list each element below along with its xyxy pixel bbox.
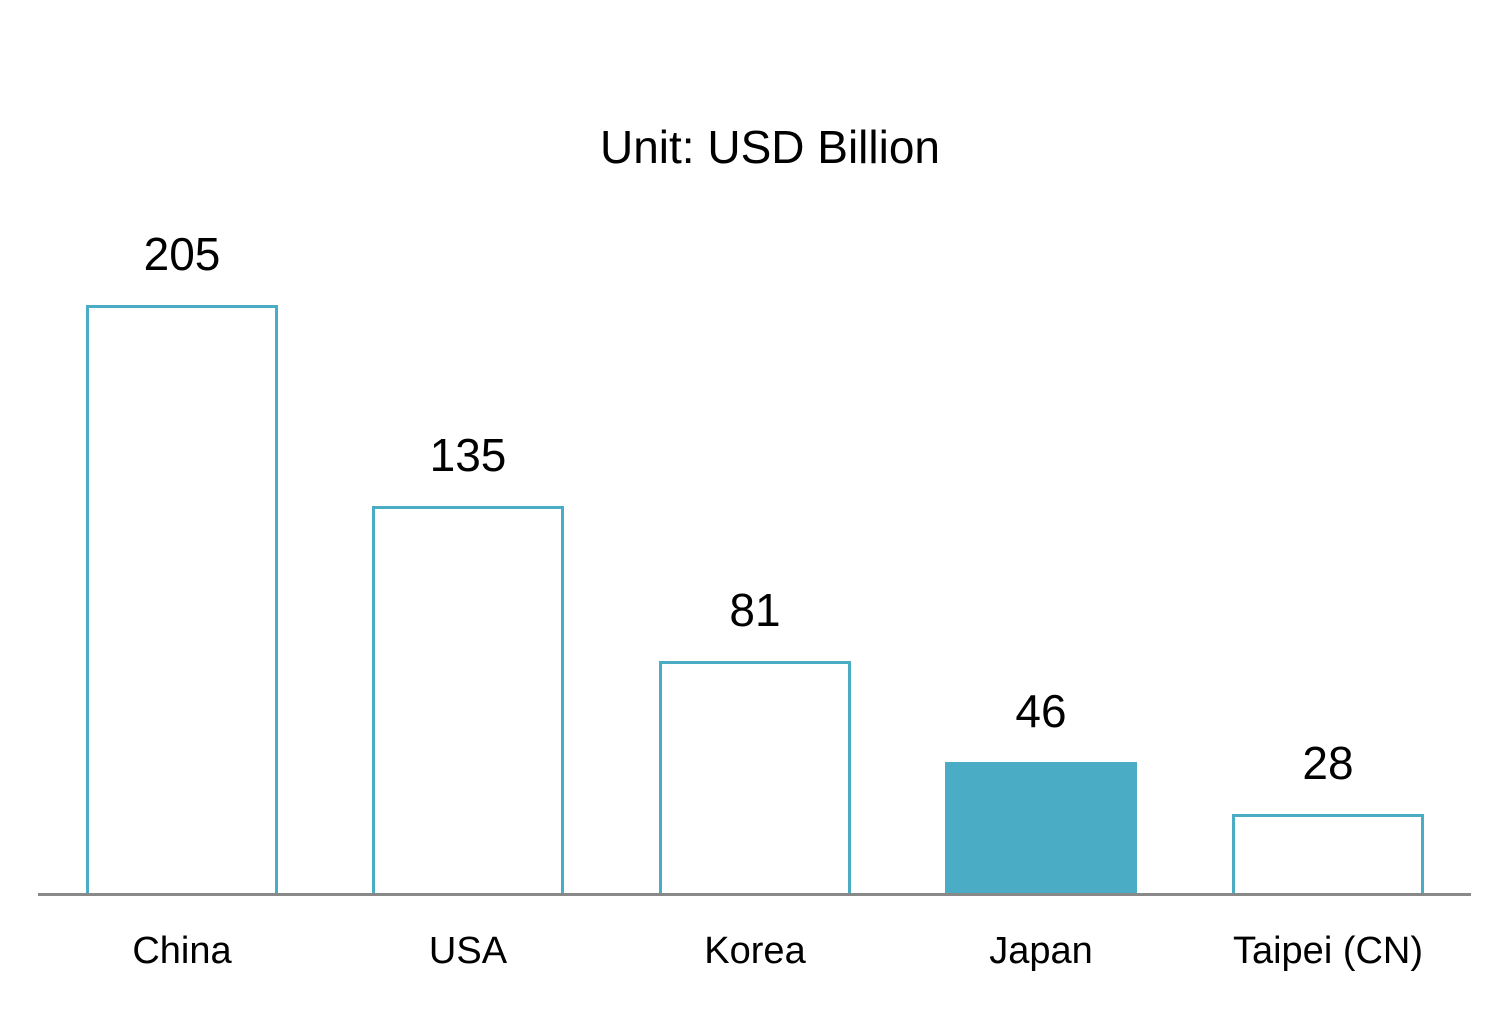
- bar-japan: [945, 762, 1137, 894]
- bar-korea: [659, 661, 851, 894]
- bar-usa: [372, 506, 564, 894]
- bar-china: [86, 305, 278, 894]
- x-tick-label: USA: [428, 930, 508, 972]
- chart-title: Unit: USD Billion: [600, 121, 940, 173]
- data-label: 205: [143, 228, 221, 280]
- bar-taipei-cn: [1232, 814, 1424, 894]
- data-label: 28: [1302, 737, 1354, 789]
- data-label: 46: [1015, 685, 1067, 737]
- x-tick-label: Taipei (CN): [1232, 930, 1424, 972]
- data-label: 135: [429, 429, 507, 481]
- x-tick-label: Japan: [989, 930, 1093, 972]
- x-tick-label: Korea: [704, 930, 806, 972]
- x-tick-label: China: [132, 930, 232, 972]
- x-axis-line: [38, 893, 1471, 896]
- data-label: 81: [729, 584, 781, 636]
